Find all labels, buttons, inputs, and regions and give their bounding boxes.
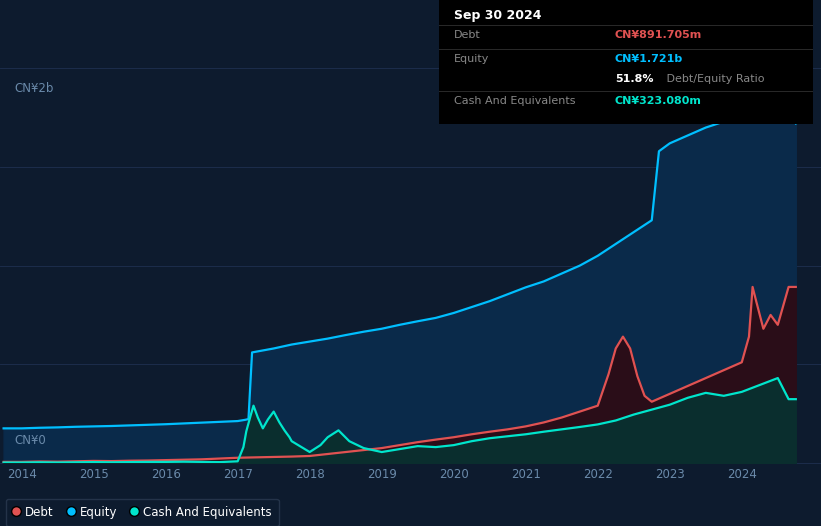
Text: Sep 30 2024: Sep 30 2024 bbox=[454, 8, 542, 22]
Text: CN¥1.721b: CN¥1.721b bbox=[615, 54, 683, 64]
Text: CN¥2b: CN¥2b bbox=[15, 82, 54, 95]
Text: Debt/Equity Ratio: Debt/Equity Ratio bbox=[663, 74, 765, 84]
Text: Debt: Debt bbox=[454, 29, 481, 39]
Text: CN¥891.705m: CN¥891.705m bbox=[615, 29, 702, 39]
Legend: Debt, Equity, Cash And Equivalents: Debt, Equity, Cash And Equivalents bbox=[6, 499, 278, 526]
Text: Cash And Equivalents: Cash And Equivalents bbox=[454, 96, 576, 106]
Text: 51.8%: 51.8% bbox=[615, 74, 654, 84]
Text: CN¥323.080m: CN¥323.080m bbox=[615, 96, 702, 106]
Text: Equity: Equity bbox=[454, 54, 489, 64]
Text: CN¥0: CN¥0 bbox=[15, 434, 47, 447]
